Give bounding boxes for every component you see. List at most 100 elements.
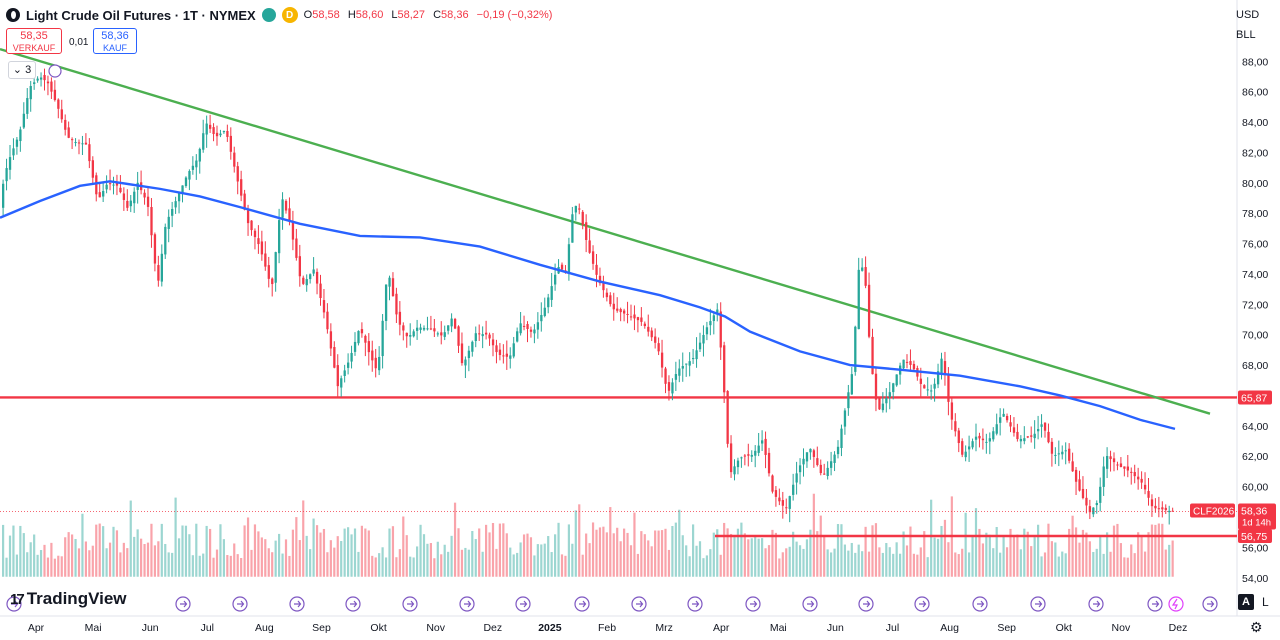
volume-bar: [46, 557, 50, 577]
volume-bar: [412, 557, 415, 577]
candle-body: [426, 328, 429, 330]
candle-body: [847, 392, 850, 409]
y-tick-label: 70,00: [1242, 330, 1268, 342]
candle-body: [133, 191, 136, 204]
sell-button[interactable]: 58,35 VERKAUF: [6, 28, 62, 54]
candle-body: [833, 454, 836, 463]
candle-body: [39, 77, 43, 80]
candle-body: [660, 352, 664, 368]
candle-body: [36, 78, 39, 81]
candle-body: [398, 311, 402, 325]
candle-body: [854, 326, 857, 372]
candle-body: [464, 359, 467, 366]
volume-bar: [43, 544, 46, 577]
event-marker-arrow: [579, 600, 587, 608]
volume-bar: [478, 528, 481, 577]
log-scale-button[interactable]: L: [1262, 595, 1269, 609]
volume-bar: [133, 536, 136, 577]
volume-bar: [485, 524, 488, 577]
candle-body: [502, 355, 505, 357]
candle-body: [1023, 438, 1026, 442]
volume-bar: [284, 539, 288, 577]
eye-icon[interactable]: [261, 8, 276, 22]
candle-body: [419, 327, 422, 330]
unit-button[interactable]: BLL: [1236, 29, 1256, 41]
candle-body: [209, 124, 212, 129]
candle-body: [22, 113, 25, 128]
candle-body: [647, 326, 650, 332]
volume-bar: [60, 556, 63, 577]
event-arrow-icon: [6, 596, 22, 612]
candle-body: [999, 417, 1002, 423]
candle-body: [333, 347, 336, 368]
candle-body: [774, 490, 778, 497]
lightning-marker-bolt: [1171, 598, 1178, 610]
volume-bar: [460, 549, 464, 577]
volume-bar: [509, 547, 512, 577]
candle-body: [1043, 422, 1047, 431]
candle-body: [1081, 488, 1085, 499]
candle-body: [726, 390, 729, 444]
volume-bar: [623, 528, 626, 577]
candle-body: [616, 308, 619, 311]
volume-bar: [357, 551, 360, 577]
candle-body: [243, 193, 246, 210]
volume-bar: [940, 525, 943, 577]
candle-body: [15, 139, 19, 147]
candle-body: [91, 160, 94, 178]
symbol-title[interactable]: Light Crude Oil Futures · 1T · NYMEX: [26, 7, 256, 23]
candle-body: [1012, 427, 1016, 433]
volume-bar: [729, 533, 733, 577]
candle-body: [1171, 510, 1174, 512]
candle-body: [654, 336, 657, 343]
candle-body: [1112, 458, 1116, 463]
candle-body: [160, 253, 163, 282]
candle-body: [705, 327, 709, 335]
volume-bar: [33, 534, 36, 577]
buy-button[interactable]: 58,36 KAUF: [93, 28, 137, 54]
volume-bar: [1068, 528, 1071, 577]
candle-body: [926, 389, 929, 391]
candle-body: [81, 143, 84, 145]
candle-body: [588, 240, 591, 253]
gear-icon[interactable]: ⚙: [1250, 619, 1263, 635]
x-tick-label: Jul: [201, 622, 214, 634]
volume-bar: [595, 529, 598, 577]
candle-body: [812, 450, 816, 457]
candle-body: [88, 144, 91, 162]
indicators-toggle[interactable]: ⌄ 3: [8, 61, 36, 79]
candle-body: [1102, 466, 1105, 487]
candle-body: [702, 334, 705, 344]
volume-bar: [681, 535, 684, 577]
event-arrow-icon: [631, 596, 647, 612]
volume-bar: [8, 535, 12, 577]
volume-bar: [129, 500, 132, 577]
currency-button[interactable]: USD: [1236, 9, 1260, 21]
volume-bar: [433, 558, 436, 577]
volume-bar: [98, 523, 101, 577]
auto-scale-button[interactable]: A: [1238, 594, 1254, 610]
candle-body: [84, 142, 88, 145]
candle-body: [674, 374, 678, 380]
candle-body: [1009, 422, 1012, 427]
volume-bar: [371, 555, 374, 577]
event-marker-arrow: [807, 600, 815, 608]
volume-bar: [947, 542, 950, 577]
volume-bar: [1171, 540, 1174, 577]
candle-body: [74, 142, 77, 144]
volume-bar: [1078, 542, 1081, 577]
indicators-count: 3: [25, 64, 32, 76]
candle-body: [278, 220, 281, 254]
event-marker-arrow: [977, 600, 985, 608]
candle-body: [861, 267, 864, 271]
event-arrow-icon: [345, 596, 361, 612]
candle-body: [202, 133, 205, 150]
volume-bar: [850, 542, 853, 577]
level-price-tag: [1238, 528, 1272, 543]
volume-bar: [954, 552, 957, 577]
candle-body: [1005, 415, 1009, 421]
volume-bar: [160, 523, 163, 577]
volume-bar: [633, 512, 636, 577]
